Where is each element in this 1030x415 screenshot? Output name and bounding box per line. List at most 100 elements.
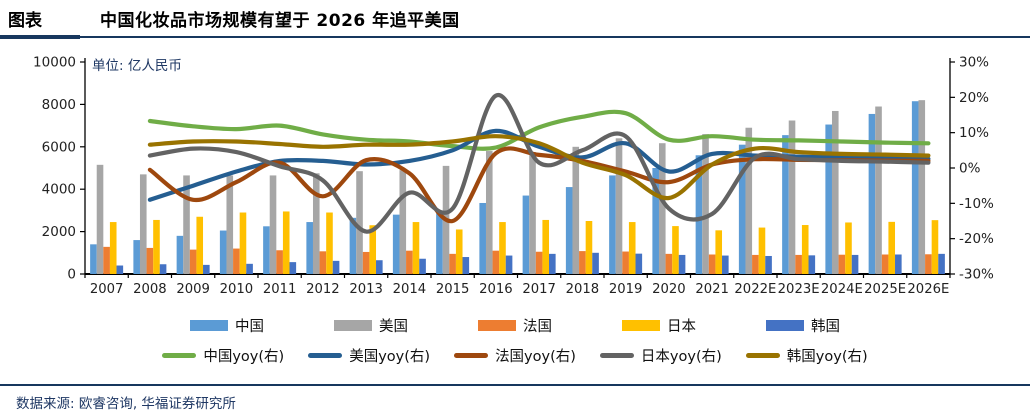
right-axis-tick-label: 0% [959, 161, 981, 177]
bar-日本-2012 [326, 212, 333, 274]
bar-法国-2011 [276, 250, 283, 274]
left-axis-tick-label: 8000 [42, 97, 76, 113]
x-axis-category-label: 2021 [695, 282, 729, 297]
bar-美国-2007 [96, 164, 104, 274]
bar-中国-2018 [565, 187, 573, 274]
bar-中国-2011 [263, 226, 270, 274]
page-title: 中国化妆品市场规模有望于 2026 年追平美国 [100, 11, 460, 31]
bar-中国-2017 [522, 195, 530, 274]
bar-法国-2013 [362, 251, 370, 274]
bar-中国-2007 [90, 244, 97, 274]
legend-label: 中国yoy(右) [203, 349, 285, 365]
bar-中国-2024E [825, 124, 832, 274]
right-axis-tick-label: 30% [959, 55, 989, 71]
bar-日本-2025E [888, 221, 896, 274]
bar-中国-2025E [868, 113, 876, 274]
legend-line-swatch-icon [745, 353, 780, 358]
bar-韩国-2016 [505, 255, 513, 274]
bar-日本-2016 [499, 222, 506, 274]
x-axis-category-label: 2020 [652, 282, 686, 297]
legend-item-中国: 中国 [190, 315, 264, 336]
right-axis-tick-label: -20% [959, 231, 994, 247]
bar-日本-2018 [585, 221, 593, 274]
legend-item-美国yoy(右): 美国yoy(右) [308, 345, 430, 366]
bar-韩国-2018 [592, 252, 599, 274]
legend-line-series: 中国yoy(右) 美国yoy(右) 法国yoy(右) 日本yoy(右) 韩国yoy(右) [0, 345, 1030, 366]
legend-swatch-icon [334, 320, 372, 331]
legend-label: 韩国yoy(右) [786, 349, 868, 365]
bar-中国-2021 [695, 155, 703, 274]
bar-美国-2017 [529, 152, 536, 274]
bar-日本-2023E [801, 225, 809, 274]
figure-tag: 图表 [8, 11, 42, 31]
x-axis-category-label: 2011 [263, 282, 297, 297]
bar-法国-2022E [752, 254, 759, 274]
bar-中国-2014 [392, 214, 400, 274]
bar-法国-2026E [925, 254, 932, 274]
legend-item-法国yoy(右): 法国yoy(右) [454, 345, 576, 366]
bar-美国-2021 [702, 134, 709, 274]
left-axis-tick-label: 4000 [42, 182, 76, 198]
bar-美国-2019 [615, 138, 623, 274]
bar-日本-2022E [758, 227, 766, 274]
bar-中国-2026E [911, 101, 919, 274]
x-axis-category-label: 2023E [778, 282, 820, 297]
line-韩国yoy(右) [147, 134, 931, 201]
bar-日本-2019 [628, 222, 636, 274]
legend-swatch-icon [766, 320, 804, 331]
bar-美国-2024E [831, 110, 839, 274]
bar-法国-2012 [319, 251, 327, 274]
bar-法国-2007 [103, 246, 110, 274]
x-axis-category-label: 2025E [864, 282, 906, 297]
bar-日本-2014 [412, 222, 420, 274]
x-axis-category-label: 2017 [522, 282, 556, 297]
bar-中国-2008 [133, 240, 140, 274]
bar-中国-2016 [479, 202, 486, 274]
legend-item-韩国yoy(右): 韩国yoy(右) [745, 345, 868, 366]
bar-中国-2010 [219, 230, 227, 274]
bar-韩国-2010 [246, 263, 253, 274]
bar-美国-2020 [658, 143, 666, 274]
bar-韩国-2014 [419, 258, 426, 274]
bar-法国-2016 [492, 250, 500, 274]
bar-日本-2024E [845, 222, 852, 274]
bar-中国-2022E [738, 144, 746, 274]
right-axis-tick-label: 20% [959, 90, 989, 106]
bar-法国-2021 [708, 254, 716, 274]
bar-中国-2023E [782, 135, 789, 274]
bar-法国-2024E [838, 254, 846, 274]
legend-item-日本: 日本 [622, 315, 696, 336]
legend-item-中国yoy(右): 中国yoy(右) [162, 345, 284, 366]
bar-中国-2009 [176, 235, 184, 274]
bar-法国-2010 [233, 248, 240, 274]
left-axis-tick-label: 6000 [42, 139, 76, 155]
legend-item-美国: 美国 [334, 315, 408, 336]
legend-label: 法国yoy(右) [495, 349, 576, 365]
bar-韩国-2023E [808, 255, 816, 274]
bar-法国-2025E [881, 254, 889, 274]
bar-法国-2009 [189, 249, 197, 274]
legend-swatch-icon [190, 320, 228, 331]
bar-日本-2009 [196, 216, 204, 274]
unit-label: 单位: 亿人民币 [92, 58, 182, 74]
bar-韩国-2012 [332, 260, 340, 274]
chart-area: 0 2000 4000 6000 8000 10000 -30% -20% -10% 0% 10% 2… [0, 42, 1030, 307]
title-divider [0, 36, 1030, 38]
x-axis-category-label: 2022E [734, 282, 776, 297]
bar-美国-2013 [356, 171, 363, 274]
bar-美国-2012 [312, 173, 320, 274]
legend-label: 法国 [523, 319, 552, 335]
bar-美国-2025E [875, 106, 882, 275]
bar-日本-2007 [109, 222, 117, 274]
right-axis-tick-label: -10% [959, 196, 994, 212]
bar-美国-2023E [788, 120, 796, 274]
bar-韩国-2007 [116, 265, 124, 274]
bar-美国-2014 [399, 170, 407, 274]
legend-label: 韩国 [811, 319, 840, 335]
x-axis-category-label: 2014 [393, 282, 427, 297]
x-axis-category-label: 2012 [306, 282, 340, 297]
bar-韩国-2015 [462, 257, 470, 274]
footer-divider [0, 384, 1030, 386]
line-日本yoy(右) [147, 93, 931, 234]
legend-swatch-icon [622, 320, 660, 331]
